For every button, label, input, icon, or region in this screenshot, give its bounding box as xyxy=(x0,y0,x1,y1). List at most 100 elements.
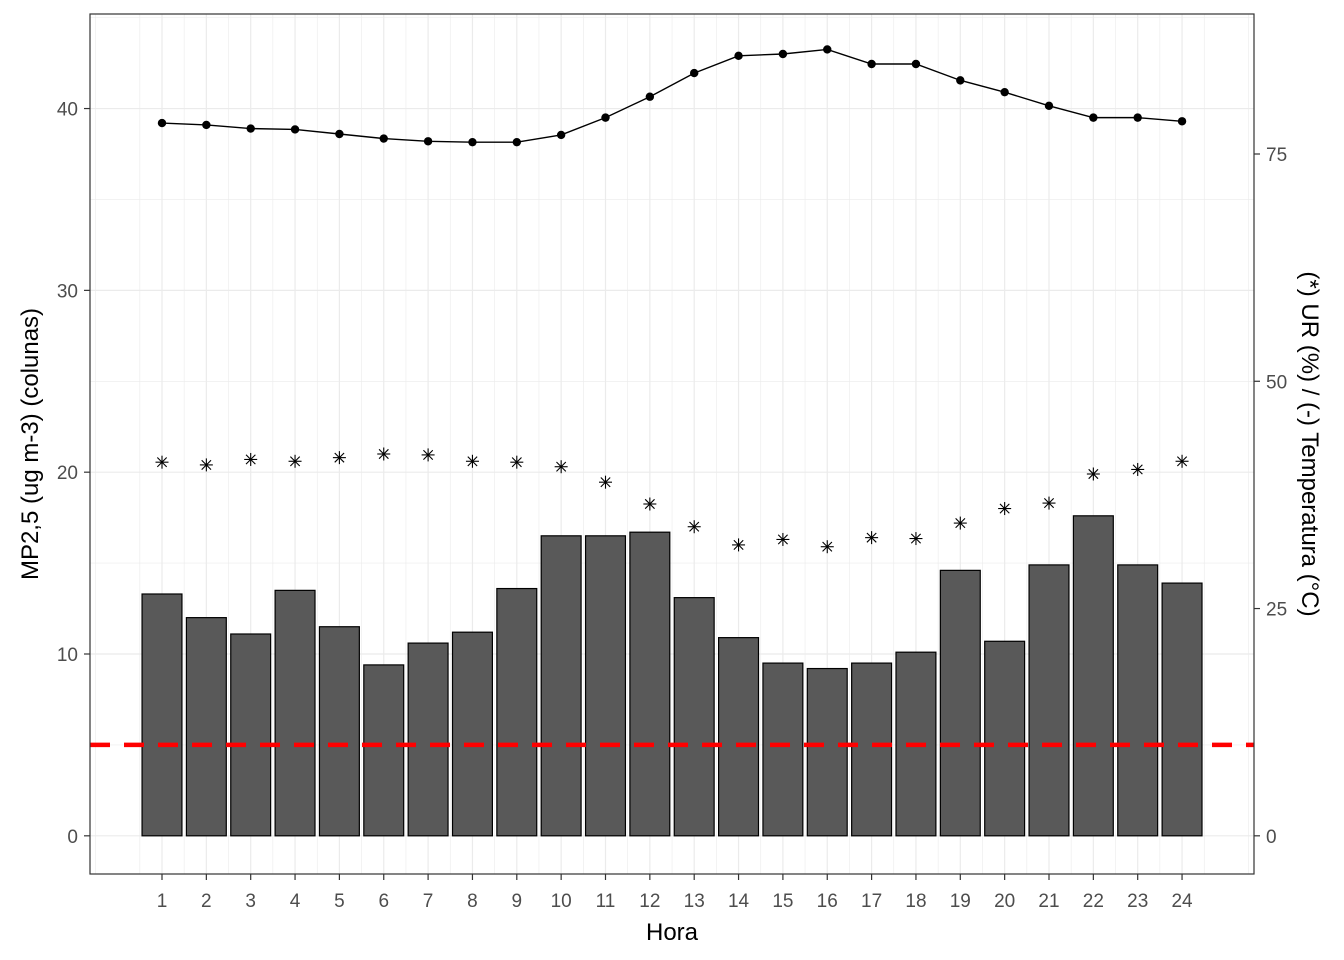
temperature-point xyxy=(1133,113,1142,122)
asterisk-point xyxy=(199,458,213,472)
bar xyxy=(806,667,848,837)
temperature-point xyxy=(512,137,521,147)
temperature-point xyxy=(556,130,566,140)
bar xyxy=(407,642,449,837)
asterisk-point xyxy=(687,520,701,534)
asterisk-point xyxy=(377,447,391,461)
bar xyxy=(762,662,804,837)
asterisk-point xyxy=(865,531,879,545)
temperature-point xyxy=(290,125,300,134)
panel-border xyxy=(89,13,1255,875)
bar xyxy=(318,626,360,837)
x-tick-label: 5 xyxy=(334,891,345,912)
temperature-point xyxy=(1000,87,1009,97)
asterisk-point xyxy=(998,502,1012,516)
asterisk-point xyxy=(820,540,834,554)
temperature-point xyxy=(867,59,876,69)
bar xyxy=(1161,582,1203,837)
x-tick-label: 19 xyxy=(950,891,971,912)
asterisk-point xyxy=(599,475,612,489)
asterisk-point xyxy=(288,454,302,468)
humidity-series xyxy=(155,447,1189,554)
y-left-tick-label: 0 xyxy=(67,827,78,848)
x-tick-label: 16 xyxy=(817,891,838,912)
x-tick-label: 21 xyxy=(1038,891,1059,912)
temperature-point xyxy=(1044,101,1054,111)
x-tick-label: 8 xyxy=(467,891,478,912)
x-tick-label: 6 xyxy=(378,891,389,912)
bar xyxy=(939,569,981,837)
x-tick-label: 15 xyxy=(772,891,793,912)
temperature-point xyxy=(246,124,255,133)
x-tick-label: 12 xyxy=(639,891,660,912)
bar-series xyxy=(141,515,1203,837)
bar xyxy=(984,640,1026,837)
temperature-point xyxy=(468,137,477,147)
asterisk-point xyxy=(332,451,346,465)
bar xyxy=(717,637,760,837)
x-tick-label: 17 xyxy=(861,891,882,912)
asterisk-point xyxy=(776,532,790,546)
asterisk-point xyxy=(421,448,435,462)
y-left-tick-label: 30 xyxy=(57,281,78,302)
temperature-point xyxy=(379,134,388,143)
x-tick-label: 10 xyxy=(551,891,572,912)
y-left-tick-label: 20 xyxy=(57,463,78,484)
y-right-tick-label: 75 xyxy=(1266,145,1287,166)
asterisk-point xyxy=(554,460,568,474)
x-tick-label: 1 xyxy=(157,891,168,912)
asterisk-point xyxy=(510,455,524,469)
temperature-point xyxy=(601,113,610,122)
x-axis-title: Hora xyxy=(646,919,699,946)
temperature-point xyxy=(157,118,167,128)
x-tick-label: 18 xyxy=(905,891,926,912)
y-left-tick-label: 10 xyxy=(57,645,78,666)
x-tick-label: 4 xyxy=(290,891,301,912)
asterisk-point xyxy=(909,532,923,546)
asterisk-point xyxy=(465,454,479,468)
temperature-point xyxy=(778,49,788,59)
x-tick-label: 20 xyxy=(994,891,1015,912)
asterisk-point xyxy=(244,452,258,466)
temperature-line xyxy=(161,48,1183,143)
temperature-point xyxy=(956,76,965,85)
asterisk-point xyxy=(1175,454,1189,468)
asterisk-point xyxy=(643,497,657,511)
bar xyxy=(274,589,316,837)
y-right-tick-label: 25 xyxy=(1266,600,1287,621)
temperature-point xyxy=(1089,113,1098,122)
asterisk-point xyxy=(953,516,967,530)
asterisk-point xyxy=(1131,462,1145,476)
temperature-point xyxy=(690,68,699,78)
bar xyxy=(1117,564,1159,837)
temperature-series xyxy=(157,45,1187,147)
bar xyxy=(363,664,405,837)
asterisk-point xyxy=(1042,496,1056,510)
bar xyxy=(185,617,227,837)
x-tick-label: 23 xyxy=(1127,891,1148,912)
y-left-tick-label: 40 xyxy=(57,100,78,121)
x-tick-label: 9 xyxy=(512,891,523,912)
y-axis-left-title: MP2,5 (ug m-3) (colunas) xyxy=(17,308,44,580)
bar xyxy=(230,633,272,837)
x-tick-label: 24 xyxy=(1171,891,1193,912)
asterisk-point xyxy=(1086,467,1100,481)
asterisk-point xyxy=(155,455,169,469)
temperature-point xyxy=(823,45,832,54)
temperature-point xyxy=(1177,117,1187,126)
bar xyxy=(1028,564,1070,837)
x-tick-label: 11 xyxy=(596,891,616,912)
x-tick-label: 22 xyxy=(1083,891,1104,912)
temperature-point xyxy=(645,92,655,101)
x-tick-label: 3 xyxy=(245,891,256,912)
x-tick-label: 7 xyxy=(423,891,434,912)
x-tick-label: 13 xyxy=(684,891,705,912)
x-tick-label: 14 xyxy=(728,891,750,912)
x-tick-label: 2 xyxy=(201,891,212,912)
bar xyxy=(629,531,671,837)
bar xyxy=(451,631,494,837)
y-right-tick-label: 0 xyxy=(1266,827,1277,848)
y-right-tick-label: 50 xyxy=(1266,372,1287,393)
